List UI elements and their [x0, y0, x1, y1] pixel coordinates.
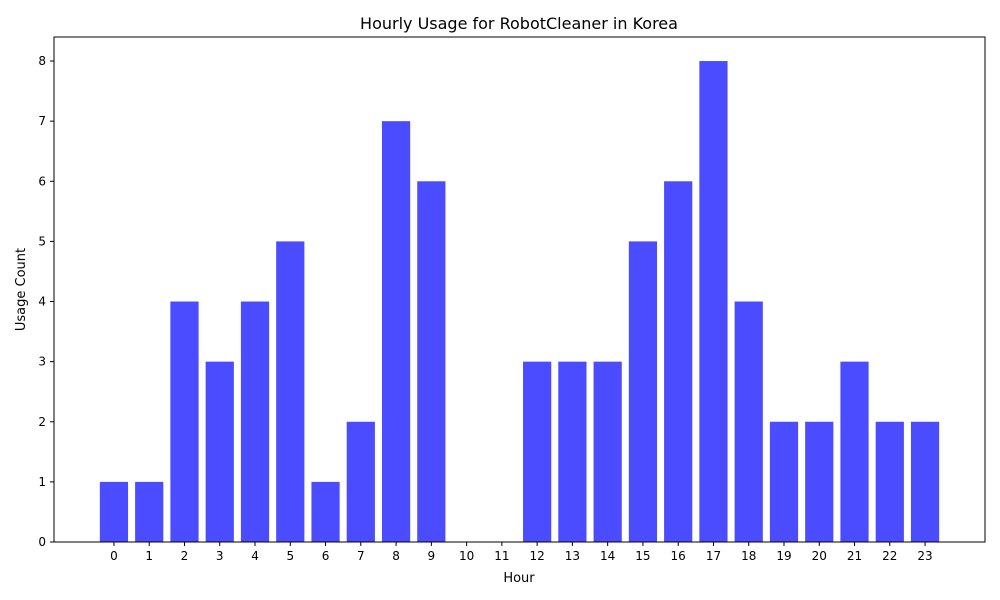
x-tick-label: 8 — [392, 549, 400, 563]
x-tick-label: 20 — [812, 549, 827, 563]
y-tick-label: 4 — [38, 295, 46, 309]
x-tick-label: 18 — [741, 549, 756, 563]
x-tick-label: 16 — [671, 549, 686, 563]
y-axis-label: Usage Count — [14, 248, 29, 331]
x-tick-label: 2 — [181, 549, 189, 563]
x-tick-label: 15 — [635, 549, 650, 563]
x-tick-label: 19 — [776, 549, 791, 563]
y-axis: 0 1 2 3 4 5 6 7 8 — [38, 54, 54, 549]
bar-hour-21 — [840, 361, 869, 542]
y-tick-label: 2 — [38, 415, 46, 429]
bar-hour-1 — [135, 481, 164, 542]
x-tick-label: 4 — [251, 549, 259, 563]
x-tick-label: 23 — [917, 549, 932, 563]
bar-hour-17 — [699, 61, 728, 543]
bar-hour-6 — [311, 481, 340, 542]
y-tick-label: 5 — [38, 234, 46, 248]
y-tick-label: 6 — [38, 174, 46, 188]
bar-hour-20 — [805, 421, 834, 542]
x-tick-label: 13 — [565, 549, 580, 563]
x-tick-label: 10 — [459, 549, 474, 563]
bar-hour-9 — [417, 181, 446, 543]
plot-frame — [53, 36, 986, 543]
bar-hour-23 — [910, 421, 940, 542]
x-tick-label: 9 — [428, 549, 436, 563]
x-axis-label: Hour — [503, 571, 535, 586]
x-axis: 0 1 2 3 4 5 6 7 8 9 10 11 12 13 14 15 16 17 18 19 20 21 22 23 — [110, 542, 933, 563]
x-tick-label: 1 — [145, 549, 153, 563]
bar-hour-7 — [346, 421, 375, 542]
x-tick-label: 7 — [357, 549, 365, 563]
bar-hour-8 — [381, 121, 411, 543]
bar-hour-14 — [593, 361, 622, 542]
y-tick-label: 7 — [38, 114, 46, 128]
bar-hour-5 — [276, 241, 305, 542]
bar-hour-15 — [628, 241, 658, 542]
x-tick-label: 21 — [847, 549, 862, 563]
bar-hour-13 — [558, 361, 587, 542]
bar-hour-2 — [170, 301, 199, 542]
bar-hour-4 — [240, 301, 270, 542]
y-tick-label: 8 — [38, 54, 46, 68]
x-tick-label: 3 — [216, 549, 224, 563]
bar-hour-12 — [523, 361, 552, 542]
x-tick-label: 12 — [529, 549, 544, 563]
y-tick-label: 1 — [38, 475, 46, 489]
bar-hour-0 — [99, 481, 129, 542]
bar-hour-18 — [734, 301, 763, 542]
bar-hour-16 — [664, 181, 693, 543]
x-tick-label: 6 — [322, 549, 330, 563]
x-tick-label: 11 — [494, 549, 509, 563]
x-tick-label: 5 — [286, 549, 294, 563]
bar-hour-19 — [769, 421, 799, 542]
x-tick-label: 14 — [600, 549, 615, 563]
y-tick-label: 3 — [38, 355, 46, 369]
x-tick-label: 0 — [110, 549, 118, 563]
chart-title: Hourly Usage for RobotCleaner in Korea — [360, 14, 678, 33]
bar-hour-22 — [875, 421, 904, 542]
bars-group — [99, 61, 940, 543]
x-tick-label: 22 — [882, 549, 897, 563]
y-tick-label: 0 — [38, 535, 46, 549]
x-tick-label: 17 — [706, 549, 721, 563]
bar-hour-3 — [205, 361, 234, 542]
